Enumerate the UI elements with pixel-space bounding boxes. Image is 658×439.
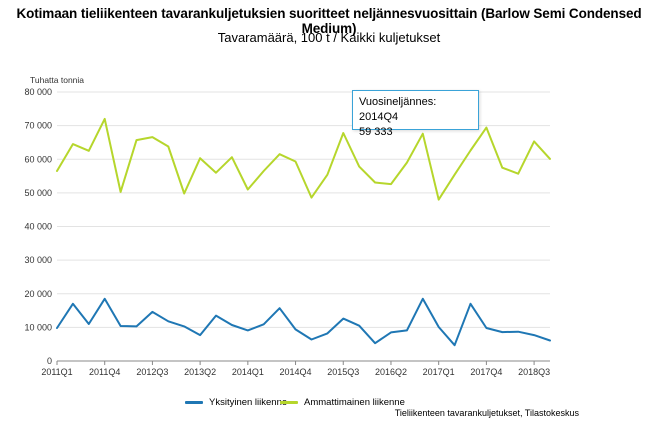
y-tick-label: 40 000: [24, 222, 52, 232]
x-tick-label: 2018Q3: [518, 367, 550, 377]
x-tick-label: 2011Q1: [41, 367, 72, 377]
x-tick-label: 2017Q4: [470, 367, 502, 377]
grid-lines: [57, 91, 550, 362]
y-tick-label: 80 000: [24, 87, 52, 97]
x-tick-label: 2015Q3: [327, 367, 359, 377]
legend-swatch-ammattimainen: [280, 401, 298, 404]
legend-swatch-yksityinen: [185, 401, 203, 404]
y-axis-ticks: 0 10 000 20 000 30 000 40 000 50 000 60 000 70 …: [24, 87, 52, 366]
legend-item-ammattimainen[interactable]: Ammattimainen liikenne: [280, 397, 405, 408]
x-tick-label: 2017Q1: [423, 367, 455, 377]
x-tick-label: 2011Q4: [89, 367, 120, 377]
tooltip: Vuosineljännes: 2014Q4 59 333: [352, 90, 479, 138]
series-lines: [56, 117, 551, 347]
tooltip-quarter: Vuosineljännes: 2014Q4: [359, 96, 437, 123]
y-tick-label: 50 000: [24, 188, 52, 198]
y-tick-label: 20 000: [24, 289, 52, 299]
y-tick-label: 70 000: [24, 121, 52, 131]
legend-item-yksityinen[interactable]: Yksityinen liikenne: [185, 397, 287, 408]
y-tick-label: 60 000: [24, 154, 52, 164]
y-axis-label: Tuhatta tonnia: [30, 75, 84, 85]
legend: Yksityinen liikenne Ammattimainen liiken…: [0, 397, 658, 411]
tooltip-value: 59 333: [359, 126, 393, 138]
x-tick-label: 2014Q4: [280, 367, 312, 377]
chart-subtitle: Tavaramäärä, 100 t / Kaikki kuljetukset: [217, 30, 441, 45]
y-tick-label: 10 000: [24, 322, 52, 332]
x-tick-label: 2016Q2: [375, 367, 407, 377]
y-tick-label: 30 000: [24, 255, 52, 265]
legend-label-ammattimainen: Ammattimainen liikenne: [304, 397, 405, 408]
x-tick-label: 2013Q2: [184, 367, 216, 377]
y-tick-label: 0: [47, 356, 52, 366]
x-tick-label: 2012Q3: [136, 367, 168, 377]
x-axis-ticks: 2011Q1 2011Q4 2012Q3 2013Q2 2014Q1 2014Q4 2015…: [41, 361, 550, 377]
chart-title: Kotimaan tieliikenteen tavarankuljetuksi…: [16, 6, 642, 36]
series-line-ammattimainen[interactable]: [56, 117, 551, 201]
legend-label-yksityinen: Yksityinen liikenne: [209, 397, 288, 408]
source-note: Tieliikenteen tavarankuljetukset, Tilast…: [394, 408, 579, 418]
x-tick-label: 2014Q1: [232, 367, 264, 377]
series-line-yksityinen[interactable]: [56, 297, 551, 347]
